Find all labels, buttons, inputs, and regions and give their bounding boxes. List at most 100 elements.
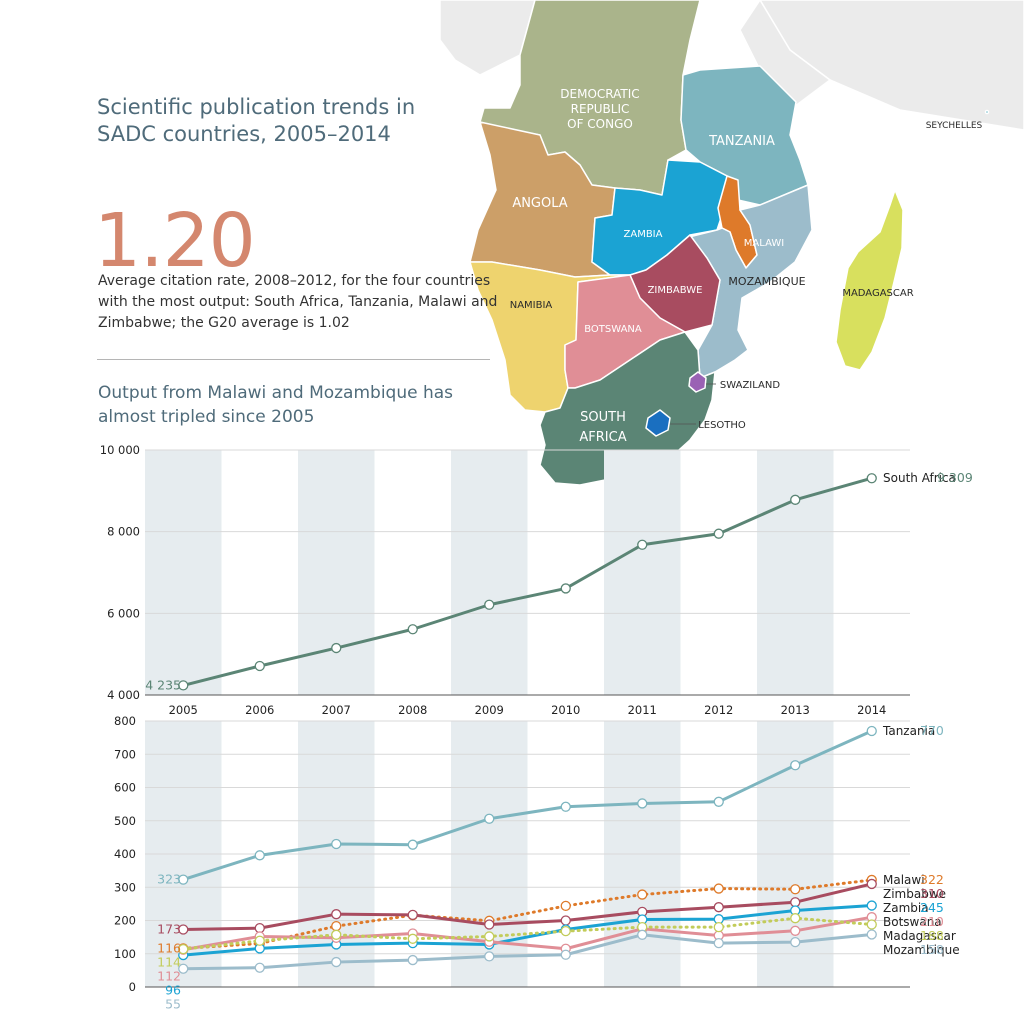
bottom-chart-data-point [713, 902, 724, 913]
bottom-chart-data-point [560, 925, 571, 937]
bottom-chart-series-line-madagascar [181, 916, 874, 951]
tanzania-region [680, 65, 809, 206]
bottom-chart-y-tick-label: 400 [114, 847, 136, 861]
top-chart-x-tick-label: 2009 [475, 703, 504, 717]
bottom-chart-series-end-value: 245 [920, 900, 944, 915]
bottom-chart-y-tick-label: 200 [114, 914, 136, 928]
bottom-chart-series-line-tanzania [181, 729, 874, 882]
bottom-chart-series-start-value: 116 [157, 940, 181, 955]
top-chart-series-end-value: 9 309 [937, 470, 973, 485]
bottom-chart-series-name-label: Zambia [883, 901, 929, 915]
bottom-chart-data-point [637, 889, 648, 900]
bottom-chart-data-point [178, 943, 189, 955]
bottom-chart-series-line-malawi [181, 878, 874, 950]
bottom-chart-data-point [713, 937, 724, 949]
south-africa-label-line-2: AFRICA [579, 430, 626, 445]
bottom-chart-series-start-value: 173 [157, 921, 181, 936]
page-title: Scientific publication trends in SADC co… [97, 95, 416, 146]
bottom-chart-data-point [178, 874, 189, 885]
bottom-chart-y-tick-label: 600 [114, 781, 136, 795]
top-chart-x-tick-label: 2005 [169, 703, 198, 717]
bottom-chart-y-tick-label: 0 [129, 980, 136, 994]
bottom-chart-data-point [484, 931, 495, 942]
bottom-chart-data-point [866, 919, 877, 930]
botswana-label: BOTSWANA [584, 324, 642, 335]
bottom-chart-series-end-value: 188 [920, 928, 944, 943]
bottom-chart-data-point [331, 921, 342, 932]
bottom-chart-y-tick-label: 800 [114, 714, 136, 728]
citation-rate-caption: Average citation rate, 2008–2012, for th… [98, 273, 498, 331]
top-chart-y-tick-label: 6 000 [107, 606, 140, 620]
bottom-chart-series-line-zambia [181, 904, 874, 957]
top-chart-x-tick-label: 2010 [551, 703, 580, 717]
bottom-chart-series-start-value: 114 [157, 954, 181, 969]
chart-subtitle: Output from Malawi and Mozambique has al… [98, 383, 454, 427]
bottom-chart-series-start-value: 96 [165, 982, 181, 997]
bottom-chart-y-tick-label: 300 [114, 880, 136, 894]
tanzania-label: TANZANIA [708, 134, 775, 149]
bottom-chart-data-point [790, 897, 801, 908]
bottom-chart-data-point [407, 933, 418, 944]
angola-label: ANGOLA [512, 196, 567, 211]
bottom-chart-data-point [866, 929, 877, 940]
top-chart-x-tick-label: 2013 [781, 703, 810, 717]
top-chart-series-name-label: South Africa [883, 471, 956, 485]
zambia-label: ZAMBIA [624, 229, 663, 240]
top-chart-x-tick-label: 2008 [398, 703, 427, 717]
bottom-chart-data-point [407, 839, 418, 850]
top-chart-series-start-value: 4 235 [145, 677, 181, 692]
bottom-chart-data-point [637, 929, 648, 940]
top-chart-x-tick-label: 2007 [322, 703, 351, 717]
bottom-chart-data-point [713, 922, 724, 933]
bottom-chart-series-name-label: Malawi [883, 873, 925, 887]
top-chart-y-tick-label: 8 000 [107, 525, 140, 539]
top-chart-data-point [178, 680, 189, 691]
bottom-chart-data-point [254, 850, 265, 861]
drc-label-line-3: OF CONGO [567, 117, 633, 131]
bottom-chart-data-point [713, 883, 724, 894]
top-chart-band [604, 450, 681, 695]
south-africa-region [539, 331, 716, 486]
top-chart-x-tick-label: 2012 [704, 703, 733, 717]
bottom-chart-series-end-value: 158 [920, 942, 944, 957]
malawi-label: MALAWI [744, 238, 784, 249]
seychelles-dot [984, 109, 990, 115]
top-chart-data-point [637, 539, 648, 550]
top-chart-band [451, 450, 528, 695]
bottom-chart-series-name-label: Tanzania [882, 724, 935, 738]
top-chart-band [757, 450, 834, 695]
lesotho-label: LESOTHO [698, 420, 746, 431]
bottom-chart-y-tick-label: 500 [114, 814, 136, 828]
bottom-chart-series-name-label: Zimbabwe [883, 887, 946, 901]
map-labels: DEMOCRATIC REPUBLIC OF CONGO TANZANIA AN… [510, 87, 983, 445]
top-chart-data-point [254, 660, 265, 672]
bottom-chart-series-line-mozambique [181, 932, 874, 971]
bottom-chart-data-point [407, 954, 418, 966]
drc-label-line-2: REPUBLIC [571, 102, 630, 116]
bottom-chart-series-name-label: Mozambique [883, 943, 960, 957]
map-countries [469, 0, 990, 486]
citation-rate-value: 1.20 [94, 198, 256, 284]
zimbabwe-label: ZIMBABWE [648, 285, 703, 296]
bottom-chart-data-point [484, 919, 495, 930]
bottom-chart-data-point [790, 936, 801, 948]
bottom-chart-data-point [866, 900, 877, 911]
drc-label-line-1: DEMOCRATIC [560, 87, 639, 101]
top-chart-y-tick-label: 4 000 [107, 688, 140, 702]
top-chart-band [145, 450, 222, 695]
bottom-chart-data-point [331, 956, 342, 968]
top-chart-data-point [331, 642, 342, 654]
bottom-chart-data-point [713, 796, 724, 807]
bottom-chart-series-start-value: 112 [157, 968, 181, 983]
bottom-chart-series-end-value: 210 [920, 914, 944, 929]
top-chart-data-point [713, 528, 724, 539]
bottom-chart-series-end-value: 770 [920, 723, 944, 738]
madagascar-region [835, 189, 904, 371]
bottom-chart-series-start-value: 323 [157, 872, 181, 887]
bottom-chart-data-point [178, 924, 189, 935]
bottom-chart-data-point [790, 925, 801, 936]
map-leader-lines [670, 383, 716, 425]
bottom-chart-series-end-value: 310 [920, 886, 944, 901]
